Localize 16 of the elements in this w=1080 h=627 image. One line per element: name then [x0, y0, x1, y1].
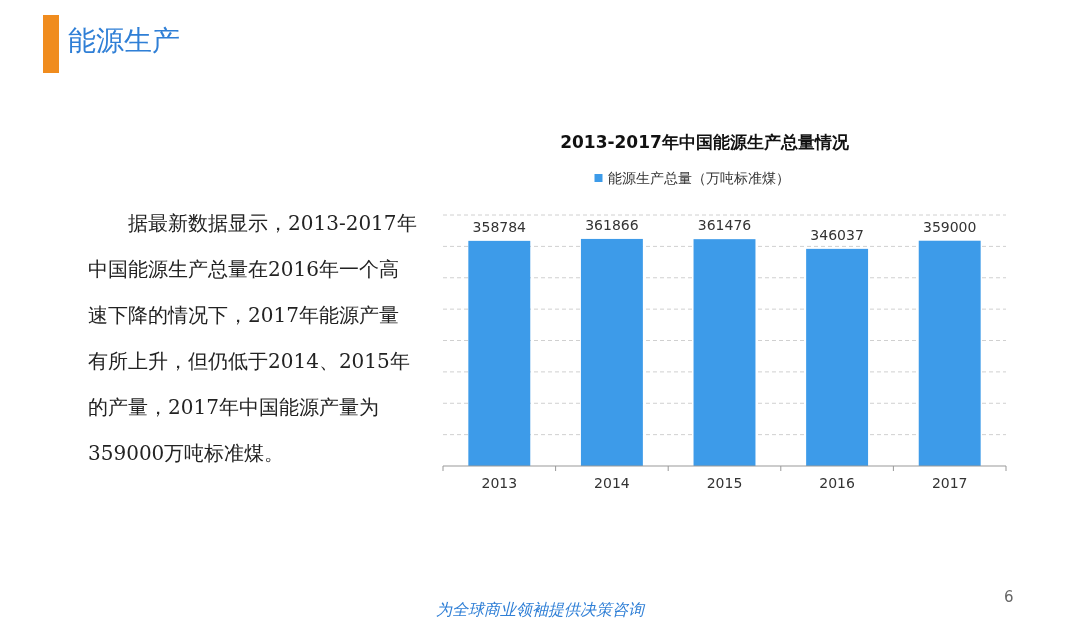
data-label: 361476 — [697, 217, 752, 234]
x-tick-label: 2016 — [819, 475, 855, 491]
legend-label: 能源生产总量（万吨标准煤） — [607, 170, 790, 186]
x-tick-label: 2013 — [481, 475, 518, 491]
text: 能源生产 — [68, 23, 180, 59]
text: 6 — [1004, 588, 1014, 606]
data-label: 358784 — [472, 218, 527, 235]
data-label: 346037 — [810, 226, 864, 243]
text: 为全球商业领袖提供决策咨询 — [436, 600, 644, 619]
data-label: 361866 — [585, 216, 639, 233]
x-tick-label: 2015 — [706, 475, 743, 491]
data-label: 359000 — [922, 218, 977, 235]
chart-title: 2013-2017年中国能源生产总量情况 — [560, 132, 850, 152]
x-tick-label: 2014 — [594, 475, 630, 491]
text: 据最新数据显示，2013-2017年中国能源生产总量在2016年一个高速下降的情况下，2017年能源产量有所上升，但仍低于2014、2015年的产量，2017年中国能源产量为359000万吨标准煤。 — [88, 210, 418, 467]
x-tick-label: 2017 — [931, 475, 968, 491]
